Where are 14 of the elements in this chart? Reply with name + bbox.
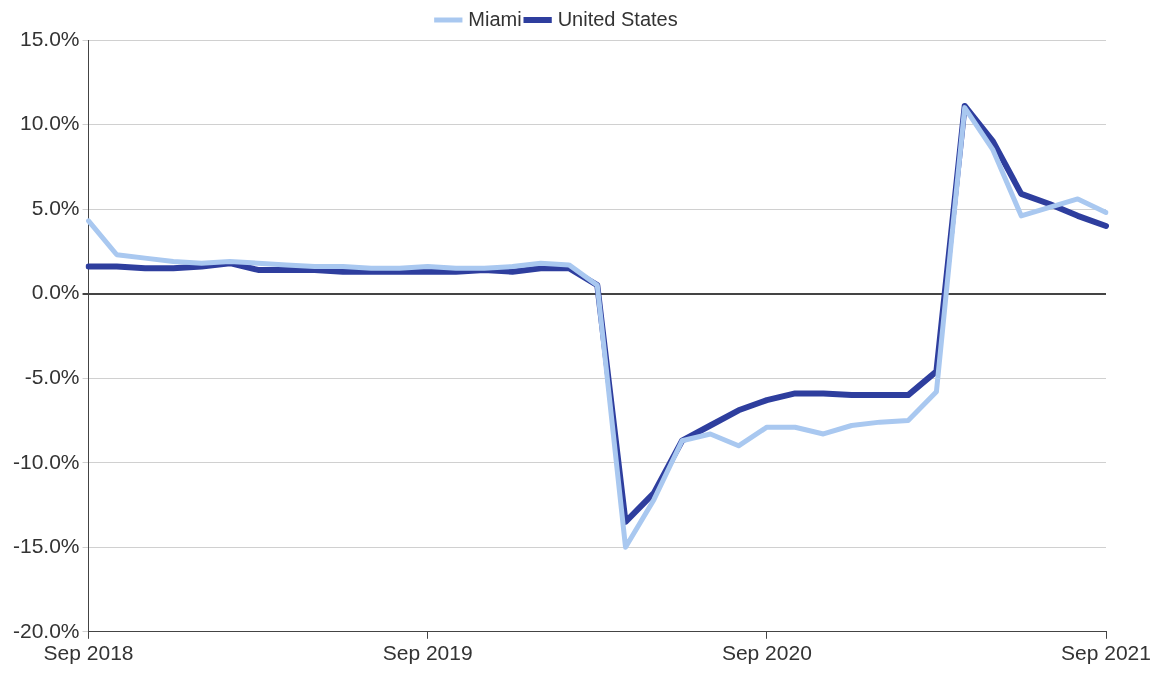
y-tick-label: -5.0% — [24, 364, 80, 388]
legend-label: United States — [557, 7, 678, 30]
y-tick-label: 15.0% — [19, 26, 80, 50]
y-tick-label: 5.0% — [31, 195, 80, 219]
x-tick-label: Sep 2021 — [1061, 641, 1151, 665]
y-tick-label: 10.0% — [19, 111, 80, 135]
y-tick-label: -15.0% — [12, 534, 80, 558]
y-tick-label: -10.0% — [12, 449, 80, 473]
y-tick-label: -20.0% — [12, 618, 80, 642]
legend-label: Miami — [468, 7, 522, 30]
x-tick-label: Sep 2020 — [721, 641, 812, 665]
x-tick-label: Sep 2019 — [382, 641, 473, 665]
y-tick-label: 0.0% — [31, 280, 80, 304]
x-tick-label: Sep 2018 — [43, 641, 134, 665]
